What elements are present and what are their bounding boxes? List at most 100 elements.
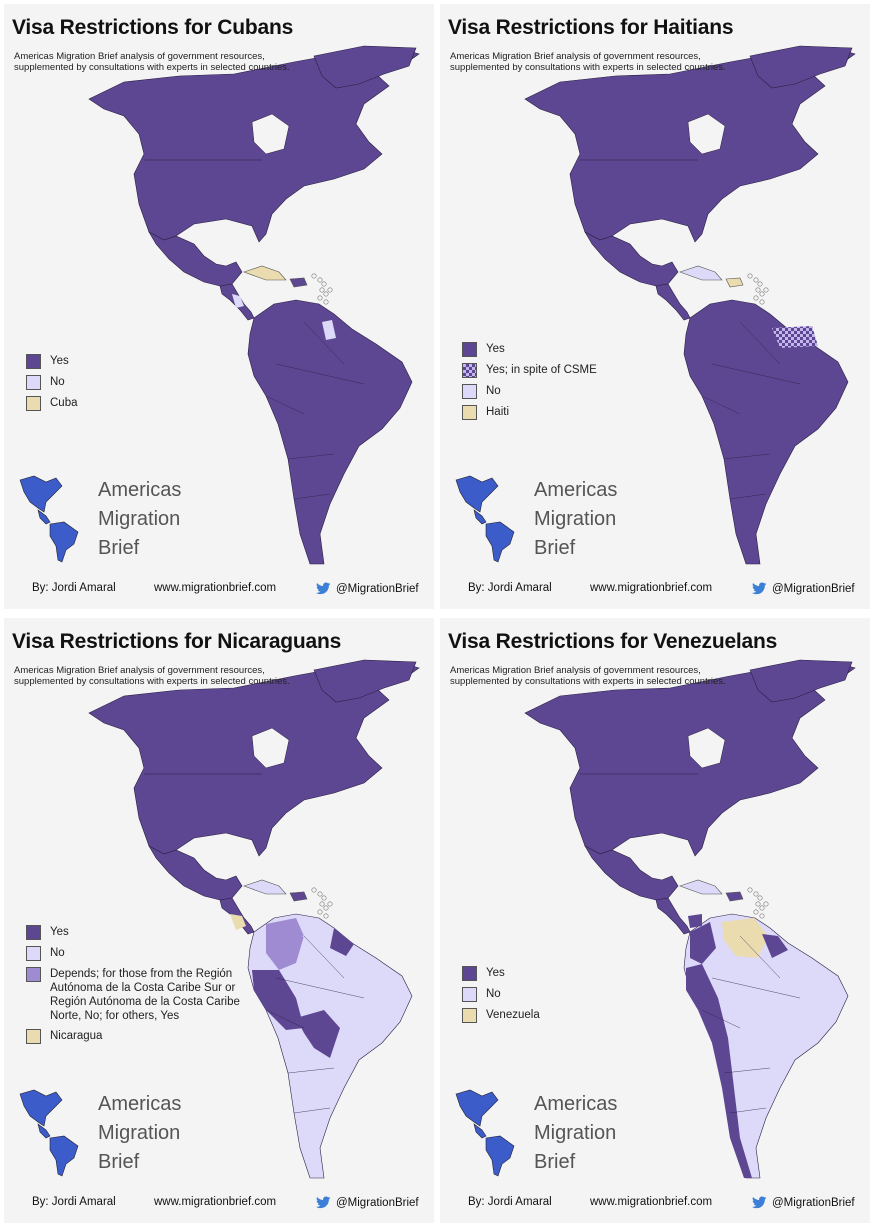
author-credit: By: Jordi Amaral [32,1196,116,1208]
panel-footer: By: Jordi Amaral www.migrationbrief.com … [4,1194,434,1214]
legend-label: Yes [486,967,505,979]
author-credit: By: Jordi Amaral [32,582,116,594]
legend-label: No [486,385,501,397]
legend-swatch [26,396,41,411]
legend-item: No [26,946,240,961]
legend-label: Depends; for those from the Región Autón… [50,968,240,1022]
twitter-bird-icon [316,582,331,595]
legend-item: No [462,987,540,1002]
legend-item: Venezuela [462,1008,540,1023]
legend-swatch [26,1029,41,1044]
website-link[interactable]: www.migrationbrief.com [154,582,277,594]
twitter-handle-link[interactable]: @MigrationBrief [752,582,855,595]
legend-label: Nicaragua [50,1030,103,1042]
panel-subtitle: Americas Migration Brief analysis of gov… [14,665,290,687]
legend-label: Yes [486,343,505,355]
americas-brief-logo-icon [19,1089,79,1177]
brand-line-3: Brief [534,537,576,559]
brand-line-2: Migration [98,1122,181,1144]
legend-swatch [462,384,477,399]
legend-swatch [462,363,477,378]
brand-line-2: Migration [98,508,181,530]
legend-swatch [462,987,477,1002]
panel-subtitle: Americas Migration Brief analysis of gov… [14,51,290,73]
legend-item: Yes [462,342,597,357]
panel-subtitle: Americas Migration Brief analysis of gov… [450,51,726,73]
legend-swatch [462,966,477,981]
brand-line-1: Americas [534,479,618,501]
legend-swatch [26,967,41,982]
map-panel: Visa Restrictions for Venezuelans Americ… [440,618,870,1223]
panel-footer: By: Jordi Amaral www.migrationbrief.com … [440,580,870,600]
legend-item: Yes [26,354,78,369]
twitter-bird-icon [752,582,767,595]
twitter-handle-link[interactable]: @MigrationBrief [316,1196,419,1209]
legend-item: No [462,384,597,399]
twitter-handle-text: @MigrationBrief [772,582,855,595]
legend-swatch [26,925,41,940]
brand-logo: Americas Migration Brief [452,472,627,567]
panel-title: Visa Restrictions for Nicaraguans [12,630,342,653]
twitter-handle-link[interactable]: @MigrationBrief [316,582,419,595]
americas-map [524,45,856,565]
legend-label: Yes [50,355,69,367]
americas-brief-logo-icon [455,1089,515,1177]
author-credit: By: Jordi Amaral [468,1196,552,1208]
americas-brief-logo-icon [455,475,515,563]
brand-line-3: Brief [98,1151,140,1173]
legend-swatch [462,405,477,420]
americas-map [524,659,856,1179]
legend-item: Yes [462,966,540,981]
brand-line-1: Americas [98,1093,182,1115]
twitter-bird-icon [752,1196,767,1209]
map-panel: Visa Restrictions for Cubans Americas Mi… [4,4,434,609]
map-panel: Visa Restrictions for Haitians Americas … [440,4,870,609]
map-legend: Yes Yes; in spite of CSME No Haiti [462,342,597,426]
map-legend: Yes No Depends; for those from the Regió… [26,925,240,1050]
legend-label: No [50,947,65,959]
americas-map [88,659,420,1179]
panel-title: Visa Restrictions for Cubans [12,16,294,39]
website-link[interactable]: www.migrationbrief.com [590,582,713,594]
legend-label: Venezuela [486,1009,540,1021]
brand-line-2: Migration [534,1122,617,1144]
brand-line-3: Brief [98,537,140,559]
panel-footer: By: Jordi Amaral www.migrationbrief.com … [4,580,434,600]
panel-title: Visa Restrictions for Haitians [448,16,734,39]
legend-swatch [26,354,41,369]
website-link[interactable]: www.migrationbrief.com [590,1196,713,1208]
twitter-handle-text: @MigrationBrief [336,1196,419,1209]
twitter-handle-text: @MigrationBrief [772,1196,855,1209]
legend-item: Cuba [26,396,78,411]
panel-footer: By: Jordi Amaral www.migrationbrief.com … [440,1194,870,1214]
map-legend: Yes No Cuba [26,354,78,417]
legend-item: Nicaragua [26,1029,240,1044]
brand-line-1: Americas [98,479,182,501]
map-legend: Yes No Venezuela [462,966,540,1029]
legend-swatch [26,946,41,961]
twitter-handle-text: @MigrationBrief [336,582,419,595]
legend-item: Yes [26,925,240,940]
legend-label: No [50,376,65,388]
legend-item: Haiti [462,405,597,420]
legend-swatch [462,1008,477,1023]
legend-swatch [462,342,477,357]
legend-label: No [486,988,501,1000]
twitter-handle-link[interactable]: @MigrationBrief [752,1196,855,1209]
brand-name: Americas Migration Brief [534,1090,617,1177]
website-link[interactable]: www.migrationbrief.com [154,1196,277,1208]
author-credit: By: Jordi Amaral [468,582,552,594]
brand-name: Americas Migration Brief [98,1090,181,1177]
panel-subtitle: Americas Migration Brief analysis of gov… [450,665,726,687]
brand-line-3: Brief [534,1151,576,1173]
legend-item: No [26,375,78,390]
legend-item: Yes; in spite of CSME [462,363,597,378]
legend-label: Haiti [486,406,510,418]
americas-map [88,45,420,565]
legend-label: Yes [50,926,69,938]
map-panel: Visa Restrictions for Nicaraguans Americ… [4,618,434,1223]
panel-title: Visa Restrictions for Venezuelans [448,630,778,653]
brand-line-2: Migration [534,508,617,530]
legend-swatch [26,375,41,390]
brand-name: Americas Migration Brief [98,476,181,563]
